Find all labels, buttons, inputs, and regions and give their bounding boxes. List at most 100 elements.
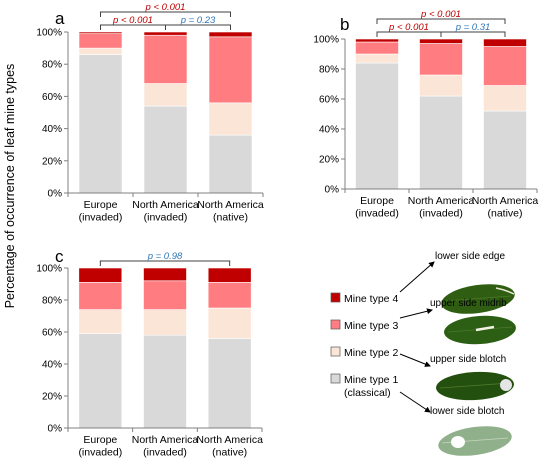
category-label: North America (invaded)	[132, 199, 199, 224]
category-label: Europe (invaded)	[79, 199, 123, 224]
bar-segment-type3	[78, 33, 123, 49]
panel-letter: b	[340, 15, 349, 34]
p-value-label: p = 0.23	[180, 15, 216, 26]
bar-segment-type1	[207, 338, 252, 429]
leaf-illustrations: lower side edge upper side midrib upper si…	[399, 251, 516, 456]
legend: Mine type 4 Mine type 3 Mine type 2 Mine ty…	[330, 292, 398, 399]
leaf-shape	[436, 371, 514, 401]
p-value-label: p < 0.001	[145, 2, 186, 13]
leaf-midrib	[439, 382, 511, 389]
p-value-label: p < 0.001	[112, 15, 153, 26]
bar-segment-type4	[207, 267, 252, 283]
bar-segment-type1	[208, 134, 253, 194]
mine-mark	[500, 379, 512, 391]
legend-arrow	[399, 391, 431, 413]
bar-segment-type2	[207, 307, 252, 339]
y-tick-label: 100%	[36, 264, 62, 275]
y-tick-label: 80%	[42, 296, 62, 307]
legend-swatch-type1	[330, 373, 341, 384]
legend-arrow	[399, 261, 435, 293]
panel-letter: c	[55, 247, 64, 266]
bar-segment-type4	[143, 31, 188, 36]
leaf-3: upper side blotch	[430, 354, 514, 401]
bar-segment-type1	[355, 62, 399, 190]
leaf-shape	[438, 426, 512, 456]
bar-segment-type2	[355, 53, 399, 64]
p-value-label: p < 0.001	[388, 22, 429, 33]
mine-mark	[475, 325, 495, 332]
y-tick-label: 20%	[319, 155, 339, 166]
bar-segment-type4	[143, 267, 187, 282]
bar-segment-type2	[208, 102, 253, 136]
y-tick-label: 60%	[319, 95, 339, 106]
y-tick-label: 0%	[48, 424, 63, 435]
legend-label: Mine type 2	[344, 347, 398, 359]
leaf-label: lower side blotch	[430, 406, 504, 417]
bar-segment-type3	[419, 43, 463, 76]
y-tick-label: 40%	[42, 124, 62, 135]
bar-segment-type3	[143, 280, 187, 310]
significance-bracket	[100, 24, 166, 30]
category-label: North America (native)	[472, 195, 539, 220]
significance-bracket	[376, 31, 442, 37]
legend-swatch-type3	[330, 319, 341, 330]
leaf-1: lower side edge	[435, 251, 515, 314]
bar-segment-type1	[143, 334, 187, 429]
category-label: North America (invaded)	[408, 195, 475, 220]
mine-mark	[451, 436, 465, 448]
legend-swatch-type2	[330, 346, 341, 357]
leaf-midrib	[444, 295, 512, 302]
leaf-label: upper side blotch	[430, 354, 506, 365]
bar-segment-type3	[483, 46, 527, 86]
panel-c: c 0% 20% 40% 60% 80% 100% Europe (invaded) North …	[36, 247, 263, 459]
bar-segment-type3	[143, 34, 188, 84]
mine-mark	[495, 287, 515, 295]
bar-segment-type4	[355, 38, 399, 43]
p-value-label: p = 0.31	[455, 22, 491, 33]
bar-segment-type2	[419, 74, 463, 97]
y-tick-label: 20%	[42, 156, 62, 167]
bar-segment-type1	[143, 105, 188, 194]
bar-segment-type4	[208, 31, 253, 38]
y-tick-label: 60%	[42, 328, 62, 339]
significance-bracket	[100, 11, 231, 17]
panel-letter: a	[55, 9, 65, 28]
y-tick-label: 60%	[42, 92, 62, 103]
legend-label: Mine type 4	[344, 293, 398, 305]
y-tick-label: 80%	[319, 65, 339, 76]
bar-segment-type4	[483, 38, 527, 47]
bar-segment-type2	[78, 47, 123, 55]
leaf-label: lower side edge	[435, 251, 505, 262]
y-tick-label: 40%	[42, 360, 62, 371]
y-tick-label: 0%	[48, 189, 63, 200]
leaf-label: upper side midrib	[430, 298, 507, 309]
leaf-4: lower side blotch	[430, 406, 512, 456]
panel-b: b 0% 20% 40% 60% 80% 100% Europe (invaded) North …	[313, 9, 538, 220]
leaf-2: upper side midrib	[430, 298, 516, 345]
p-value-label: p = 0.98	[147, 251, 183, 262]
bar-segment-type4	[78, 267, 123, 283]
bar-segment-type3	[355, 41, 399, 55]
category-label: North America (native)	[197, 199, 264, 224]
y-axis-label: Percentage of occurrence of leaf mine ty…	[3, 64, 17, 309]
bar-segment-type1	[78, 54, 123, 194]
bar-segment-type3	[207, 282, 252, 309]
bar-segment-type1	[483, 110, 527, 190]
y-tick-label: 0%	[325, 185, 340, 196]
category-label: Europe (invaded)	[355, 195, 399, 220]
bar-segment-type2	[483, 85, 527, 112]
category-label: North America (invaded)	[132, 434, 199, 459]
y-tick-label: 100%	[36, 28, 62, 39]
bar-segment-type2	[143, 309, 187, 336]
y-tick-label: 100%	[313, 35, 339, 46]
bar-segment-type3	[208, 36, 253, 104]
category-label: North America (native)	[196, 434, 263, 459]
y-tick-label: 40%	[319, 125, 339, 136]
y-tick-label: 80%	[42, 60, 62, 71]
legend-arrow	[399, 353, 431, 367]
bar-segment-type2	[143, 83, 188, 107]
bar-segment-type1	[78, 333, 123, 429]
bar-segment-type3	[78, 282, 123, 310]
legend-label: Mine type 3	[344, 320, 398, 332]
legend-swatch-type4	[330, 292, 341, 303]
